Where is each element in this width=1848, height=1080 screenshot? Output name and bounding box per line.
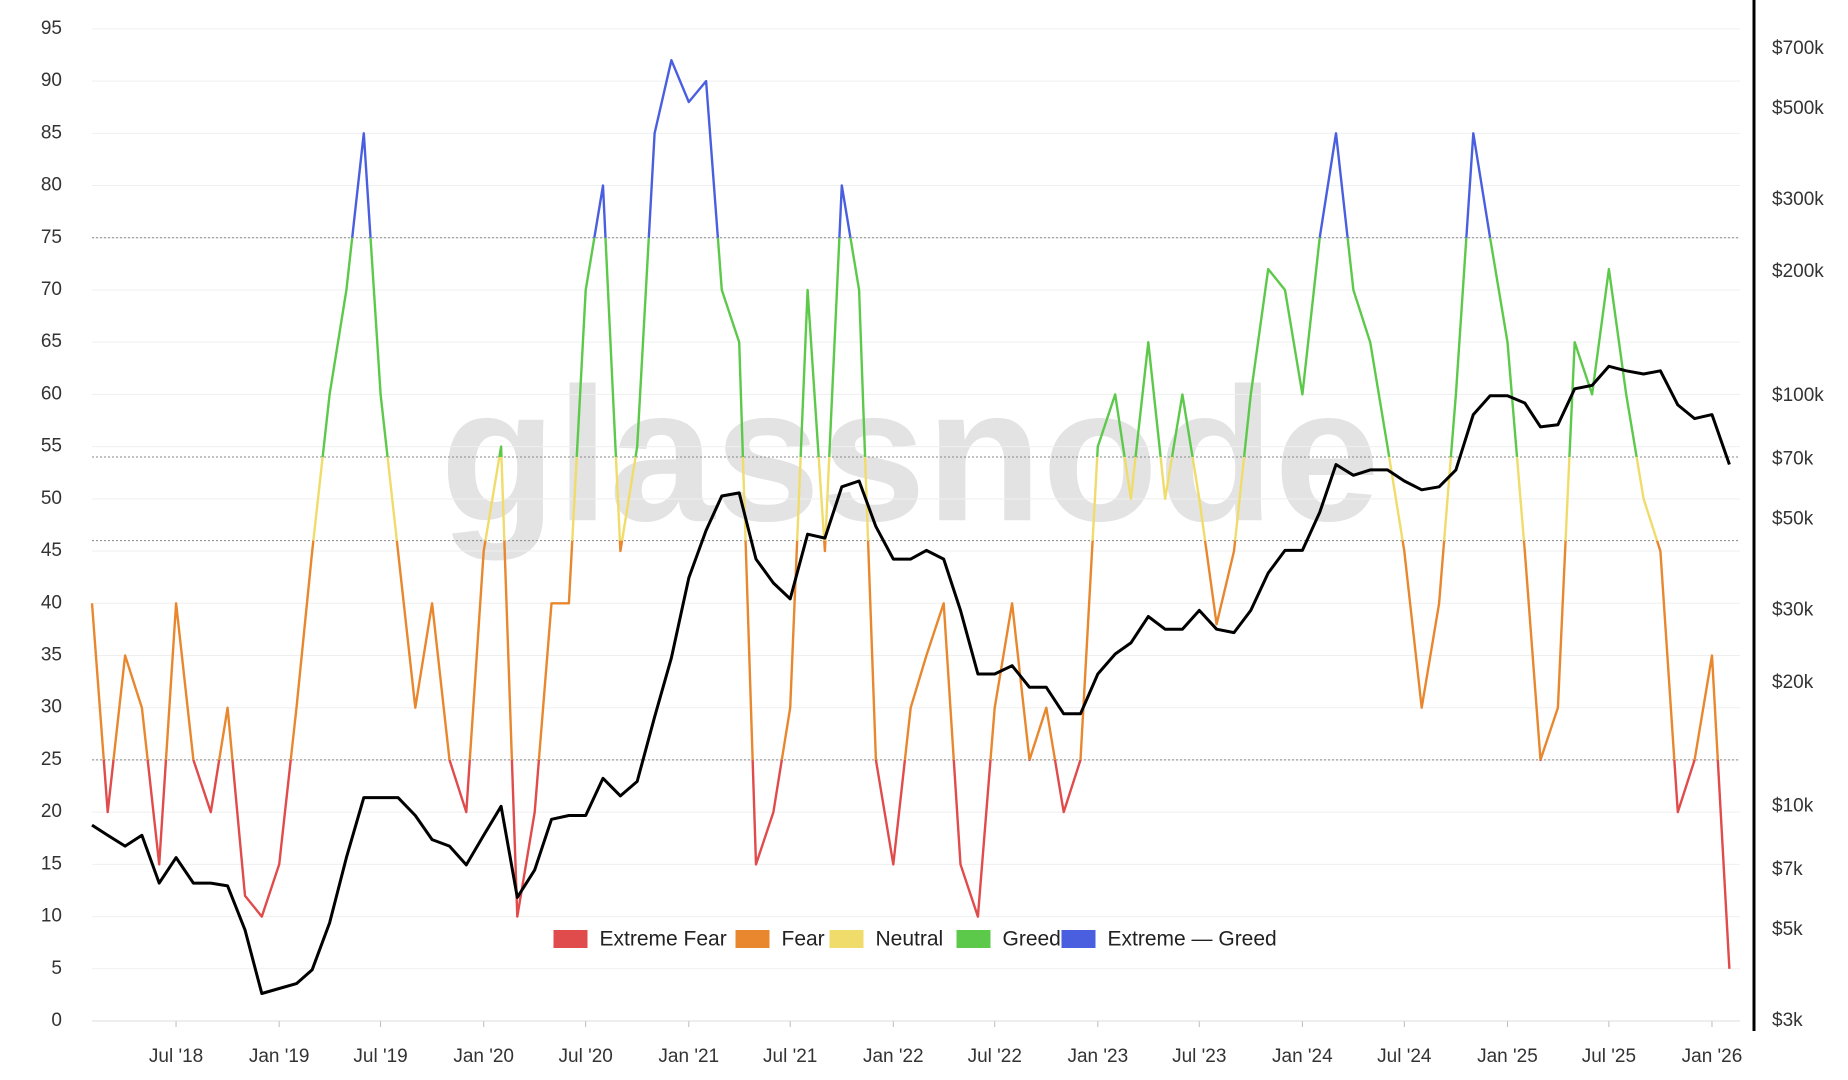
price-line — [91, 364, 1731, 995]
y-tick-label: 25 — [41, 749, 62, 770]
y-tick-label: 50 — [41, 488, 62, 509]
y2-tick-label: $30k — [1772, 599, 1814, 620]
x-tick-label: Jul '19 — [353, 1046, 407, 1067]
legend-swatch — [553, 930, 588, 948]
legend-label: Fear — [782, 928, 825, 951]
y-tick-label: 55 — [41, 436, 62, 457]
y-tick-label: 80 — [41, 175, 62, 196]
y-tick-label: 15 — [41, 853, 62, 874]
x-tick-label: Jul '23 — [1172, 1046, 1226, 1067]
y-tick-label: 40 — [41, 592, 62, 613]
y-tick-label: 35 — [41, 645, 62, 666]
y2-tick-label: $10k — [1772, 795, 1814, 816]
index-line — [90, 540, 1720, 760]
x-tick-label: Jan '25 — [1477, 1046, 1538, 1067]
y-tick-label: 70 — [41, 279, 62, 300]
y2-tick-label: $7k — [1772, 859, 1803, 880]
x-tick-label: Jan '22 — [863, 1046, 924, 1067]
y2-tick-label: $300k — [1772, 189, 1824, 210]
y-tick-label: 5 — [51, 958, 62, 979]
y-tick-label: 75 — [41, 227, 62, 248]
y2-tick-label: $100k — [1772, 385, 1824, 406]
legend-label: Greed — [1003, 928, 1061, 951]
legend-swatch — [735, 930, 770, 948]
x-tick-label: Jul '22 — [968, 1046, 1022, 1067]
legend-label: Extreme Fear — [600, 928, 727, 951]
x-tick-label: Jul '24 — [1377, 1046, 1432, 1067]
x-tick-label: Jul '25 — [1582, 1046, 1636, 1067]
y-tick-label: 95 — [41, 18, 62, 39]
legend-label: Extreme — Greed — [1108, 928, 1277, 951]
y2-tick-label: $20k — [1772, 672, 1814, 693]
y-tick-label: 0 — [51, 1010, 62, 1031]
y2-tick-label: $500k — [1772, 98, 1824, 119]
y-tick-label: 65 — [41, 331, 62, 352]
index-line — [350, 59, 1492, 238]
x-tick-label: Jan '21 — [658, 1046, 719, 1067]
y-tick-label: 90 — [41, 70, 62, 91]
y2-tick-label: $50k — [1772, 508, 1814, 529]
y-tick-label: 20 — [41, 801, 62, 822]
x-tick-label: Jan '23 — [1067, 1046, 1128, 1067]
legend-swatch — [1061, 930, 1096, 948]
legend-label: Neutral — [876, 928, 944, 951]
x-tick-label: Jan '24 — [1272, 1046, 1333, 1067]
y2-tick-label: $700k — [1772, 38, 1824, 59]
x-tick-label: Jul '21 — [763, 1046, 817, 1067]
y-tick-label: 60 — [41, 383, 62, 404]
x-tick-label: Jan '26 — [1682, 1046, 1743, 1067]
y2-tick-label: $3k — [1772, 1010, 1803, 1031]
y-tick-label: 10 — [41, 906, 62, 927]
x-tick-label: Jul '18 — [149, 1046, 203, 1067]
y2-tick-label: $5k — [1772, 919, 1803, 940]
x-tick-label: Jul '20 — [559, 1046, 613, 1067]
legend-swatch — [956, 930, 991, 948]
legend-swatch — [829, 930, 864, 948]
x-tick-label: Jan '19 — [249, 1046, 310, 1067]
x-tick-label: Jan '20 — [453, 1046, 514, 1067]
watermark: glassnode — [440, 349, 1380, 561]
y-tick-label: 45 — [41, 540, 62, 561]
y-tick-label: 30 — [41, 697, 62, 718]
y2-tick-label: $70k — [1772, 448, 1814, 469]
y-tick-label: 85 — [41, 122, 62, 143]
index-line — [321, 237, 1638, 458]
y2-tick-label: $200k — [1772, 261, 1824, 282]
